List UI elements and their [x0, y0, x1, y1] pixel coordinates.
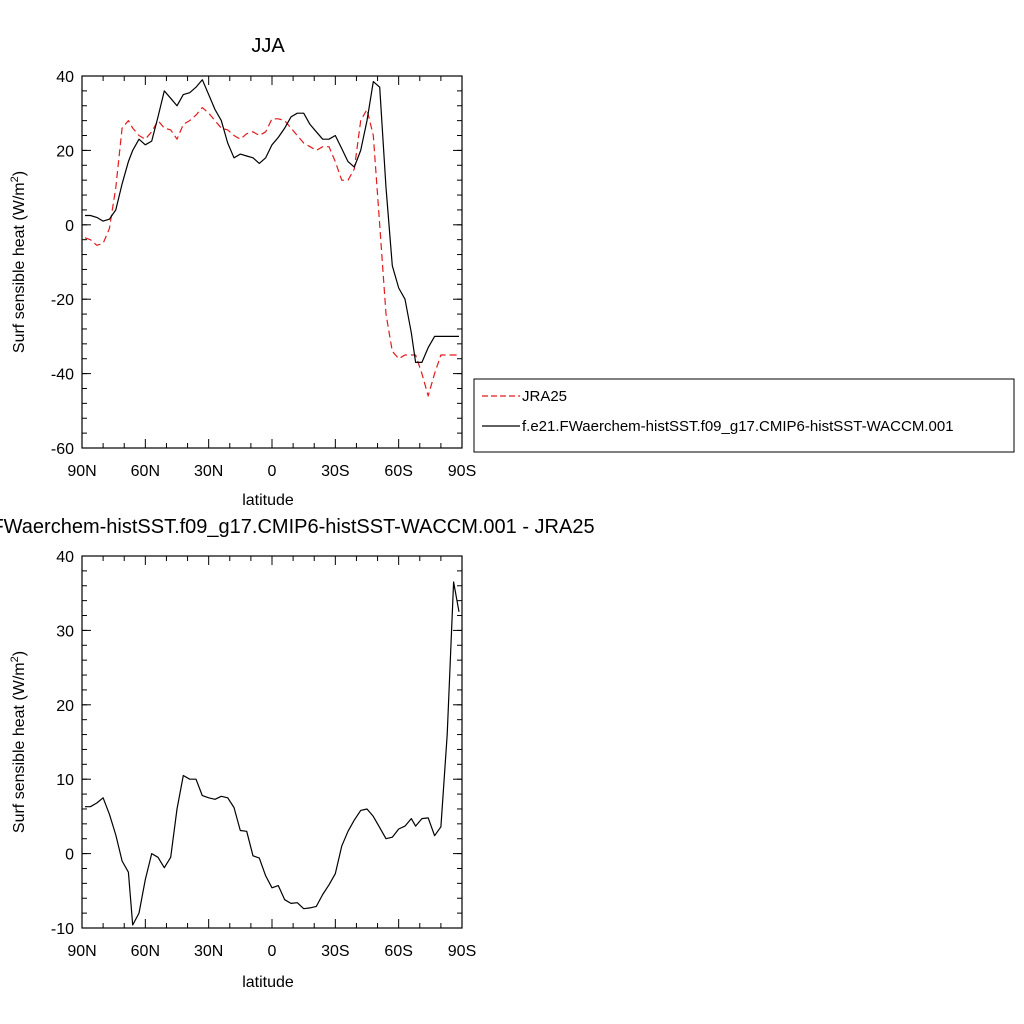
bottom-chart-y-tick-label: 20 [56, 698, 74, 715]
legend-label-model: f.e21.FWaerchem-histSST.f09_g17.CMIP6-hi… [522, 418, 954, 435]
bottom-chart-y-label-superscript: 2 [9, 656, 21, 662]
top-chart-frame [81, 75, 463, 449]
bottom-chart-x-tick-label: 90N [67, 943, 96, 960]
top-chart-x-tick-label: 60S [384, 463, 412, 480]
bottom-chart-series [85, 581, 460, 926]
bottom-chart-x-ticks: 90N 60N 30N 0 30S 60S 90S [67, 556, 476, 960]
bottom-chart: f.e21.FWaerchem-histSST.f09_g17.CMIP6-hi… [0, 516, 595, 991]
top-chart-series [84, 79, 459, 397]
bottom-chart-series-line-0 [85, 581, 460, 926]
bottom-chart-y-label-end: ) [11, 651, 28, 656]
bottom-chart-x-tick-label: 60S [384, 943, 412, 960]
top-chart-x-tick-label: 60N [131, 463, 160, 480]
top-chart-y-ticks: 40 20 0 -20 -40 -60 [51, 69, 462, 458]
bottom-chart-y-label-main: Surf sensible heat (W/m [11, 662, 28, 833]
top-chart-x-ticks: 90N 60N 30N 0 30S 60S 90S [67, 76, 476, 480]
top-chart-y-label: Surf sensible heat (W/m2) [9, 171, 28, 353]
legend: JRA25 f.e21.FWaerchem-histSST.f09_g17.CM… [473, 378, 1015, 453]
bottom-chart-title: f.e21.FWaerchem-histSST.f09_g17.CMIP6-hi… [0, 516, 595, 538]
top-chart-x-tick-label: 30S [321, 463, 349, 480]
bottom-chart-x-tick-label: 0 [268, 943, 277, 960]
top-chart-x-tick-label: 90S [448, 463, 476, 480]
top-chart-y-tick-label: 0 [65, 218, 74, 235]
bottom-chart-y-label: Surf sensible heat (W/m2) [9, 651, 28, 833]
top-chart-y-tick-label: -20 [51, 292, 74, 309]
top-chart-series-line-0 [84, 106, 459, 397]
top-chart-y-label-main: Surf sensible heat (W/m [11, 182, 28, 353]
top-chart-y-label-superscript: 2 [9, 176, 21, 182]
top-chart-x-tick-label: 30N [194, 463, 223, 480]
top-chart-x-label: latitude [242, 492, 294, 509]
top-chart-y-tick-label: 40 [56, 69, 74, 86]
bottom-chart-y-tick-label: 10 [56, 772, 74, 789]
bottom-chart-x-tick-label: 90S [448, 943, 476, 960]
top-chart-y-tick-label: -40 [51, 367, 74, 384]
legend-box [473, 378, 1015, 453]
top-chart-y-label-end: ) [11, 171, 28, 176]
bottom-chart-x-tick-label: 60N [131, 943, 160, 960]
bottom-chart-y-tick-label: 30 [56, 623, 74, 640]
bottom-chart-y-tick-label: 0 [65, 847, 74, 864]
legend-label-jra25: JRA25 [522, 388, 567, 405]
bottom-chart-frame [81, 555, 463, 929]
top-chart-y-tick-label: -60 [51, 441, 74, 458]
top-chart: JJA 90N 60N 30N 0 30S 60S 90S 40 20 0 -20 -40 -60 l… [9, 35, 476, 509]
top-chart-x-tick-label: 0 [268, 463, 277, 480]
top-chart-x-tick-label: 90N [67, 463, 96, 480]
bottom-chart-x-tick-label: 30S [321, 943, 349, 960]
top-chart-y-tick-label: 20 [56, 143, 74, 160]
bottom-chart-y-tick-label: -10 [51, 921, 74, 938]
bottom-chart-x-tick-label: 30N [194, 943, 223, 960]
bottom-chart-y-tick-label: 40 [56, 549, 74, 566]
top-chart-series-line-1 [85, 79, 459, 363]
bottom-chart-x-label: latitude [242, 974, 294, 991]
top-chart-title: JJA [251, 35, 285, 57]
bottom-chart-y-ticks: 40 30 20 10 0 -10 [51, 549, 462, 938]
